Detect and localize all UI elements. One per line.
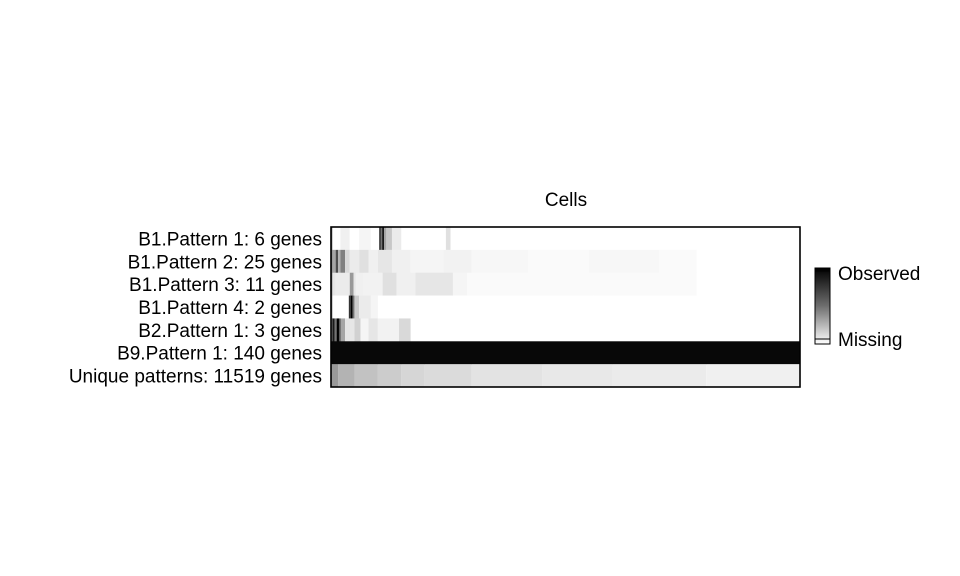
heatmap-cell [401, 364, 425, 388]
heatmap-cell [331, 364, 339, 388]
heatmap-cell [345, 249, 350, 274]
heatmap-cell [527, 249, 589, 274]
heatmap-cell [450, 227, 800, 251]
heatmap-cell [352, 295, 355, 319]
heatmap-cell [349, 249, 360, 274]
row-label: B1.Pattern 3: 11 genes [129, 275, 322, 296]
heatmap-cell [354, 318, 361, 342]
heatmap-cell [348, 295, 351, 319]
heatmap-cell [338, 364, 355, 388]
heatmap-cell [382, 227, 384, 251]
heatmap-row [331, 272, 800, 296]
heatmap-row [331, 341, 800, 365]
heatmap-cell [332, 272, 336, 296]
x-axis-title: Cells [545, 190, 587, 211]
heatmap-cell [334, 318, 337, 342]
heatmap-row [331, 318, 800, 342]
heatmap-cell [377, 364, 402, 388]
color-legend-bar [814, 267, 831, 345]
heatmap-cell [340, 318, 346, 342]
heatmap-cell [359, 227, 371, 251]
heatmap-cell [350, 295, 353, 319]
heatmap-cell [354, 295, 360, 319]
heatmap-cell [696, 272, 800, 296]
heatmap-row [331, 295, 800, 319]
row-label: B9.Pattern 1: 140 genes [117, 344, 322, 365]
heatmap-cell [359, 249, 369, 274]
heatmap-cell [363, 272, 383, 296]
heatmap-cell [332, 227, 341, 251]
heatmap-cell [338, 249, 341, 274]
row-label: Unique patterns: 11519 genes [69, 367, 322, 388]
heatmap-cell [542, 364, 613, 388]
heatmap-cell [354, 364, 378, 388]
heatmap-cell [410, 318, 800, 342]
heatmap-cell [401, 227, 446, 251]
heatmap-cell [443, 249, 472, 274]
heatmap-cell [382, 272, 397, 296]
row-label: B2.Pattern 1: 3 genes [138, 321, 322, 342]
legend-label-observed: Observed [838, 264, 920, 285]
heatmap-row [331, 227, 800, 251]
heatmap-cell [415, 272, 453, 296]
heatmap-cell [336, 318, 339, 342]
heatmap-cell [332, 318, 335, 342]
heatmap-cell [612, 364, 707, 388]
heatmap-cell [384, 227, 387, 251]
heatmap-cell [335, 249, 339, 274]
heatmap-cell [340, 249, 346, 274]
heatmap-cell [410, 249, 444, 274]
row-label: B1.Pattern 4: 2 genes [138, 298, 322, 319]
heatmap-cell [332, 295, 349, 319]
heatmap-cell [386, 227, 392, 251]
heatmap-cell [696, 249, 800, 274]
heatmap-cell [353, 272, 356, 296]
heatmap-frame [330, 226, 801, 388]
heatmap-cell [349, 272, 354, 296]
heatmap-cell [368, 318, 378, 342]
heatmap-cell [588, 249, 660, 274]
heatmap-cell [370, 227, 380, 251]
heatmap-cell [360, 318, 369, 342]
heatmap-rows [331, 227, 800, 388]
heatmap-cell [368, 249, 378, 274]
heatmap-cell [471, 364, 543, 388]
heatmap-cell [349, 227, 360, 251]
heatmap-cell [391, 227, 402, 251]
heatmap-cell [335, 272, 350, 296]
heatmap-cell [593, 272, 697, 296]
heatmap-cell [452, 272, 468, 296]
heatmap-cell [338, 318, 341, 342]
heatmap-cell [399, 318, 411, 342]
heatmap-cell [379, 227, 381, 251]
heatmap-cell [396, 272, 416, 296]
heatmap-cell [345, 318, 355, 342]
heatmap-cell [445, 227, 451, 251]
heatmap-cell [467, 272, 594, 296]
heatmap-cell [355, 272, 364, 296]
heatmap-cell [471, 249, 528, 274]
row-label: B1.Pattern 1: 6 genes [138, 229, 322, 250]
heatmap-cell [331, 341, 800, 365]
heatmap-cell [391, 249, 411, 274]
row-label: B1.Pattern 2: 25 genes [128, 252, 322, 273]
heatmap-cell [380, 227, 383, 251]
heatmap-cell [359, 295, 371, 319]
heatmap-cell [377, 295, 800, 319]
heatmap-cell [377, 318, 400, 342]
heatmap-cell [377, 249, 392, 274]
legend-label-missing: Missing [838, 330, 902, 351]
heatmap-cell [424, 364, 472, 388]
heatmap-cell [332, 249, 336, 274]
heatmap-cell [659, 249, 697, 274]
heatmap-row [331, 364, 800, 388]
color-legend: Observed Missing [814, 264, 920, 351]
heatmap-cell [706, 364, 800, 388]
heatmap-row [331, 249, 800, 274]
heatmap-cell [340, 227, 350, 251]
heatmap-cell [370, 295, 378, 319]
